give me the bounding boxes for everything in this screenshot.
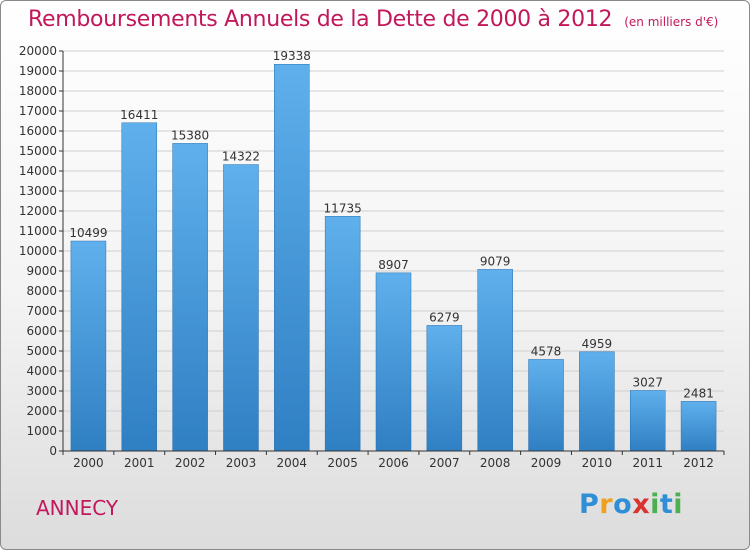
data-label-2000: 10499 xyxy=(69,226,107,240)
y-tick-label: 12000 xyxy=(19,204,57,218)
bar-2009 xyxy=(528,359,564,452)
logo-letter: P xyxy=(579,489,600,520)
x-tick-label-2007: 2007 xyxy=(429,456,460,470)
y-tick-label: 9000 xyxy=(26,264,57,278)
unit-note: (en milliers d'€) xyxy=(624,15,719,29)
x-tick-label-2009: 2009 xyxy=(531,456,562,470)
logo-letter: i xyxy=(650,489,660,520)
bar-2012 xyxy=(680,401,717,452)
y-tick-label: 10000 xyxy=(19,244,57,258)
y-tick-label: 3000 xyxy=(26,384,57,398)
x-tick-label-2004: 2004 xyxy=(277,456,308,470)
bar-2004 xyxy=(274,63,310,452)
bar-2007 xyxy=(426,325,463,452)
title-text: Remboursements Annuels de la Dette de 20… xyxy=(28,7,613,32)
x-tick-label-2002: 2002 xyxy=(175,456,206,470)
x-tick-label-2003: 2003 xyxy=(226,456,257,470)
data-label-2003: 14322 xyxy=(222,150,260,164)
y-axis-ticks: 0 1000 2000 3000 4000 5000 6000 7000 8000 9000 100… xyxy=(19,44,63,458)
y-tick-label: 11000 xyxy=(19,224,57,238)
x-tick-label-2006: 2006 xyxy=(378,456,409,470)
y-tick-label: 16000 xyxy=(19,124,57,138)
y-tick-label: 13000 xyxy=(19,184,57,198)
y-tick-label: 7000 xyxy=(26,304,57,318)
logo-letter: r xyxy=(599,489,614,520)
x-tick-label-2005: 2005 xyxy=(327,456,358,470)
y-tick-label: 19000 xyxy=(19,64,57,78)
y-tick-label: 20000 xyxy=(19,44,57,58)
bar-2002 xyxy=(172,143,208,452)
x-axis-ticks: 2000 2001 2002 2003 2004 2005 2006 2007 2008 2009… xyxy=(62,451,725,470)
y-tick-label: 15000 xyxy=(19,144,57,158)
x-tick-label-2001: 2001 xyxy=(124,456,155,470)
data-label-2012: 2481 xyxy=(683,386,714,400)
bar-2006 xyxy=(375,272,412,452)
x-tick-label-2010: 2010 xyxy=(582,456,613,470)
bar-2003 xyxy=(223,164,259,452)
x-tick-label-2011: 2011 xyxy=(632,456,663,470)
data-label-2004: 19338 xyxy=(273,49,311,63)
x-tick-label-2000: 2000 xyxy=(73,456,104,470)
logo-letter: o xyxy=(613,489,633,520)
x-tick-label-2012: 2012 xyxy=(683,456,714,470)
bar-2001 xyxy=(121,122,158,452)
y-tick-label: 0 xyxy=(49,444,57,458)
y-tick-label: 1000 xyxy=(26,424,57,438)
y-tick-label: 5000 xyxy=(26,344,57,358)
data-label-2011: 3027 xyxy=(632,375,663,389)
data-label-2009: 4578 xyxy=(531,344,562,358)
bar-2000 xyxy=(70,240,107,452)
data-label-2010: 4959 xyxy=(582,337,613,351)
y-tick-label: 18000 xyxy=(19,84,57,98)
data-label-2001: 16411 xyxy=(120,108,158,122)
x-tick-label-2008: 2008 xyxy=(480,456,511,470)
proxiti-logo: Proxiti xyxy=(579,489,683,520)
y-tick-label: 17000 xyxy=(19,104,57,118)
data-label-2002: 15380 xyxy=(171,128,209,142)
data-label-2006: 8907 xyxy=(378,258,409,272)
data-label-2008: 9079 xyxy=(480,254,511,268)
y-tick-label: 14000 xyxy=(19,164,57,178)
data-label-2007: 6279 xyxy=(429,310,460,324)
logo-letter: i xyxy=(673,489,684,520)
logo-letter: x xyxy=(632,489,651,520)
logo-letter: t xyxy=(659,489,674,520)
y-tick-label: 4000 xyxy=(26,364,57,378)
data-labels: 10499 16411 15380 14322 19338 11735 8907 6279 90… xyxy=(69,49,714,400)
bar-2008 xyxy=(477,269,513,452)
city-name: ANNECY xyxy=(36,496,119,520)
bar-2010 xyxy=(579,351,615,452)
y-tick-label: 2000 xyxy=(26,404,57,418)
bar-2005 xyxy=(324,216,361,452)
data-label-2005: 11735 xyxy=(324,201,362,215)
bars xyxy=(70,63,717,452)
chart-title: Remboursements Annuels de la Dette de 20… xyxy=(28,7,718,32)
y-tick-label: 8000 xyxy=(26,284,57,298)
y-tick-label: 6000 xyxy=(26,324,57,338)
bar-2011 xyxy=(629,390,666,452)
